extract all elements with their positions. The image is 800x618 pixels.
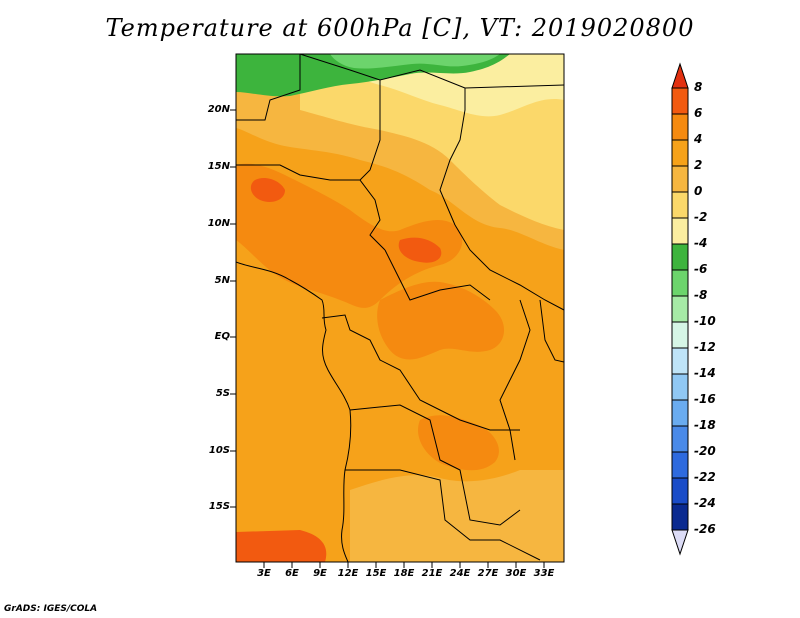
field-band-south-0to2 — [350, 470, 564, 562]
lon-label-15e: 15E — [365, 568, 387, 579]
lat-label-5n: 5N — [214, 275, 230, 286]
colorbar-label: 6 — [694, 106, 703, 120]
colorbar-segment — [671, 503, 689, 531]
colorbar-segment — [671, 399, 689, 427]
lon-ticks — [263, 562, 545, 568]
lat-label-5s: 5S — [215, 388, 230, 399]
border-6 — [454, 224, 564, 311]
colorbar-top-arrow — [671, 62, 689, 89]
colorbar-label: -2 — [694, 210, 708, 224]
colorbar-label: -6 — [694, 262, 708, 276]
colorbar — [671, 62, 689, 556]
colorbar-segment — [671, 165, 689, 193]
credit-label: GrADS: IGES/COLA — [4, 604, 98, 614]
lat-label-15n: 15N — [207, 161, 230, 172]
colorbar-segment — [671, 295, 689, 323]
colorbar-label: -10 — [694, 314, 716, 328]
colorbar-segment — [671, 347, 689, 375]
lon-label-21e: 21E — [421, 568, 443, 579]
border-3 — [236, 164, 360, 181]
border-8 — [321, 314, 520, 431]
field-band-minus8to-6 — [330, 54, 500, 69]
lat-label-eq: EQ — [214, 331, 230, 342]
lat-label-15s: 15S — [208, 501, 230, 512]
colorbar-segment — [671, 269, 689, 297]
colorbar-label: -20 — [694, 444, 716, 458]
lat-ticks — [230, 109, 236, 508]
political-boundaries — [236, 54, 564, 562]
lon-label-27e: 27E — [477, 568, 499, 579]
colorbar-segment — [671, 217, 689, 245]
colorbar-label: -18 — [694, 418, 716, 432]
lat-label-10s: 10S — [208, 445, 230, 456]
lon-label-6e: 6E — [285, 568, 299, 579]
colorbar-bottom-arrow — [671, 529, 689, 556]
west-coastline — [236, 261, 352, 562]
colorbar-segment — [671, 243, 689, 271]
colorbar-label: 8 — [694, 80, 703, 94]
border-9 — [349, 404, 521, 526]
lon-label-12e: 12E — [337, 568, 359, 579]
lon-label-3e: 3E — [257, 568, 271, 579]
border-10 — [345, 469, 541, 561]
lon-label-33e: 33E — [533, 568, 555, 579]
colorbar-segment — [671, 451, 689, 479]
colorbar-segment — [671, 139, 689, 167]
field-warm-patch-4 — [236, 530, 327, 562]
border-7 — [384, 249, 491, 301]
colorbar-segment — [671, 191, 689, 219]
colorbar-label: -22 — [694, 470, 716, 484]
colorbar-segment — [671, 477, 689, 505]
field-warm-patch-2 — [377, 281, 505, 360]
border-1 — [299, 54, 386, 251]
lon-label-9e: 9E — [313, 568, 327, 579]
field-warm-patch-1 — [236, 163, 463, 308]
colorbar-label: -4 — [694, 236, 708, 250]
field-hot-patch-2 — [250, 178, 285, 202]
chart-title: Temperature at 600hPa [C], VT: 201902080… — [105, 14, 695, 42]
map-frame — [235, 53, 565, 563]
temperature-field — [236, 54, 564, 562]
field-hot-patch — [398, 237, 442, 263]
lon-label-30e: 30E — [505, 568, 527, 579]
colorbar-segment — [671, 321, 689, 349]
colorbar-label: -16 — [694, 392, 716, 406]
colorbar-label: -12 — [694, 340, 716, 354]
colorbar-segment — [671, 113, 689, 141]
field-warm-patch-3 — [418, 415, 499, 471]
colorbar-label: 2 — [694, 158, 703, 172]
colorbar-label: 0 — [694, 184, 703, 198]
colorbar-segment — [671, 87, 689, 115]
colorbar-label: -24 — [694, 496, 716, 510]
border-5 — [464, 84, 564, 89]
border-4 — [379, 69, 466, 226]
lat-label-10n: 10N — [207, 218, 230, 229]
border-2 — [236, 54, 301, 121]
lat-label-20n: 20N — [207, 104, 230, 115]
lon-label-24e: 24E — [449, 568, 471, 579]
colorbar-label: -26 — [694, 522, 716, 536]
border-11 — [499, 299, 531, 461]
border-12 — [539, 299, 564, 363]
colorbar-segment — [671, 425, 689, 453]
lon-label-18e: 18E — [393, 568, 415, 579]
colorbar-segment — [671, 373, 689, 401]
colorbar-label: -14 — [694, 366, 716, 380]
colorbar-label: 4 — [694, 132, 703, 146]
colorbar-label: -8 — [694, 288, 708, 302]
